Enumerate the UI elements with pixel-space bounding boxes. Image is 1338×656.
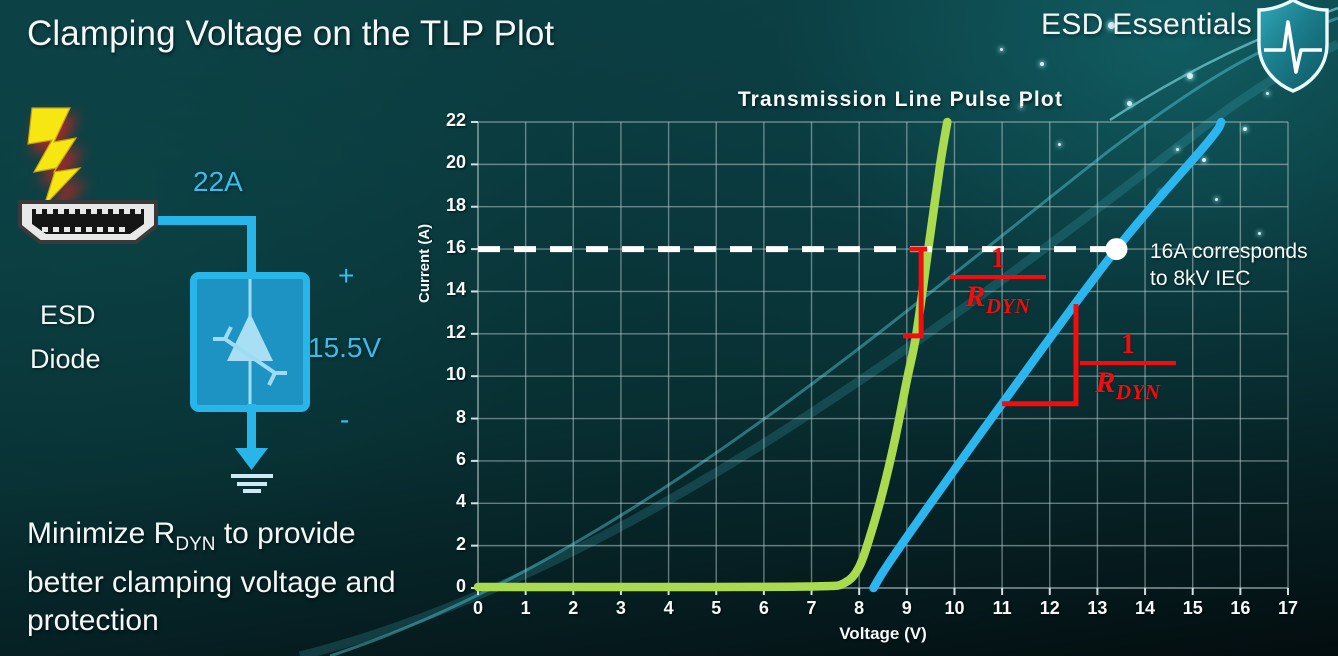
slope-numerator: 1 — [1121, 329, 1135, 360]
x-tick-label: 2 — [568, 598, 579, 618]
shield-pulse-icon — [1257, 0, 1329, 93]
voltage-label: 15.5V — [308, 332, 382, 363]
bottom-note-part2: to provide better clamping voltage and p… — [27, 517, 396, 637]
y-tick-label: 10 — [445, 364, 466, 385]
chart-series-line — [869, 117, 1226, 593]
slope-denominator: RDYN — [965, 280, 1031, 318]
x-tick-label: 9 — [901, 598, 912, 618]
wire-horizontal — [158, 216, 256, 225]
y-tick-label: 4 — [455, 491, 466, 512]
y-tick-label: 12 — [445, 321, 466, 342]
x-tick-label: 0 — [472, 598, 483, 618]
x-tick-label: 12 — [1039, 598, 1060, 618]
slope-denominator: RDYN — [1095, 366, 1161, 404]
callout-line-1: 16A corresponds — [1150, 240, 1308, 263]
y-tick-label: 22 — [445, 110, 466, 130]
wire-vertical-bottom — [247, 404, 256, 452]
x-tick-label: 11 — [992, 598, 1012, 618]
y-tick-label: 6 — [455, 448, 466, 469]
circuit-diagram: 22A 15.5V + - ESD Diode — [0, 104, 430, 504]
chart-series-line — [473, 117, 952, 592]
ground-symbol-icon — [231, 448, 273, 493]
y-tick-label: 8 — [455, 406, 466, 427]
bottom-note: Minimize RDYN to provide better clamping… — [27, 515, 437, 640]
slope-marker-green — [903, 249, 924, 339]
esd-diode-box — [190, 272, 310, 412]
x-tick-label: 1 — [520, 598, 531, 618]
operating-point-callout: 16A corresponds to 8kV IEC — [1150, 238, 1308, 292]
x-tick-label: 14 — [1135, 598, 1156, 618]
slope-label-blue: 1 RDYN — [1080, 331, 1176, 409]
y-tick-label: 14 — [445, 279, 466, 300]
chart-plot-area — [471, 117, 1289, 595]
tlp-chart: Transmission Line Pulse Plot Current (A)… — [416, 88, 1338, 648]
page-title: Clamping Voltage on the TLP Plot — [27, 14, 555, 53]
bottom-note-subscript: DYN — [175, 534, 216, 555]
x-tick-label: 10 — [944, 598, 965, 618]
lightning-bolt-icon — [27, 107, 90, 210]
fraction-bar — [1080, 361, 1176, 365]
x-tick-label: 6 — [758, 598, 769, 618]
y-tick-label: 18 — [445, 194, 466, 215]
wire-vertical-top — [247, 216, 256, 278]
operating-point-marker — [1105, 238, 1128, 261]
x-tick-label: 3 — [615, 598, 626, 618]
chart-title: Transmission Line Pulse Plot — [737, 88, 1064, 111]
y-tick-label: 2 — [455, 533, 466, 554]
x-tick-label: 4 — [663, 598, 674, 618]
current-label: 22A — [193, 166, 243, 197]
x-tick-label: 7 — [806, 598, 817, 618]
y-tick-label: 16 — [445, 237, 466, 258]
bottom-note-part1: Minimize R — [27, 517, 176, 550]
x-tick-label: 5 — [711, 598, 722, 618]
x-tick-label: 8 — [854, 598, 865, 618]
x-tick-label: 15 — [1182, 598, 1203, 618]
slope-numerator: 1 — [991, 243, 1005, 274]
polarity-plus: + — [338, 260, 355, 291]
callout-line-2: to 8kV IEC — [1150, 267, 1251, 290]
y-tick-label: 0 — [455, 576, 466, 596]
device-label-esd: ESD — [40, 300, 96, 330]
polarity-minus: - — [340, 404, 350, 435]
slope-marker-blue — [1002, 304, 1079, 407]
y-tick-label: 20 — [445, 152, 466, 173]
tvs-diode-symbol-icon — [213, 279, 287, 405]
slope-label-green: 1 RDYN — [950, 245, 1046, 323]
x-tick-label: 16 — [1230, 598, 1251, 618]
chart-x-axis-title: Voltage (V) — [839, 624, 927, 643]
x-tick-label: 17 — [1277, 598, 1299, 618]
brand-label: ESD Essentials — [1041, 8, 1252, 41]
device-label-diode: Diode — [30, 344, 101, 374]
hdmi-connector-icon — [18, 200, 158, 244]
fraction-bar — [950, 275, 1046, 279]
x-tick-label: 13 — [1087, 598, 1108, 618]
